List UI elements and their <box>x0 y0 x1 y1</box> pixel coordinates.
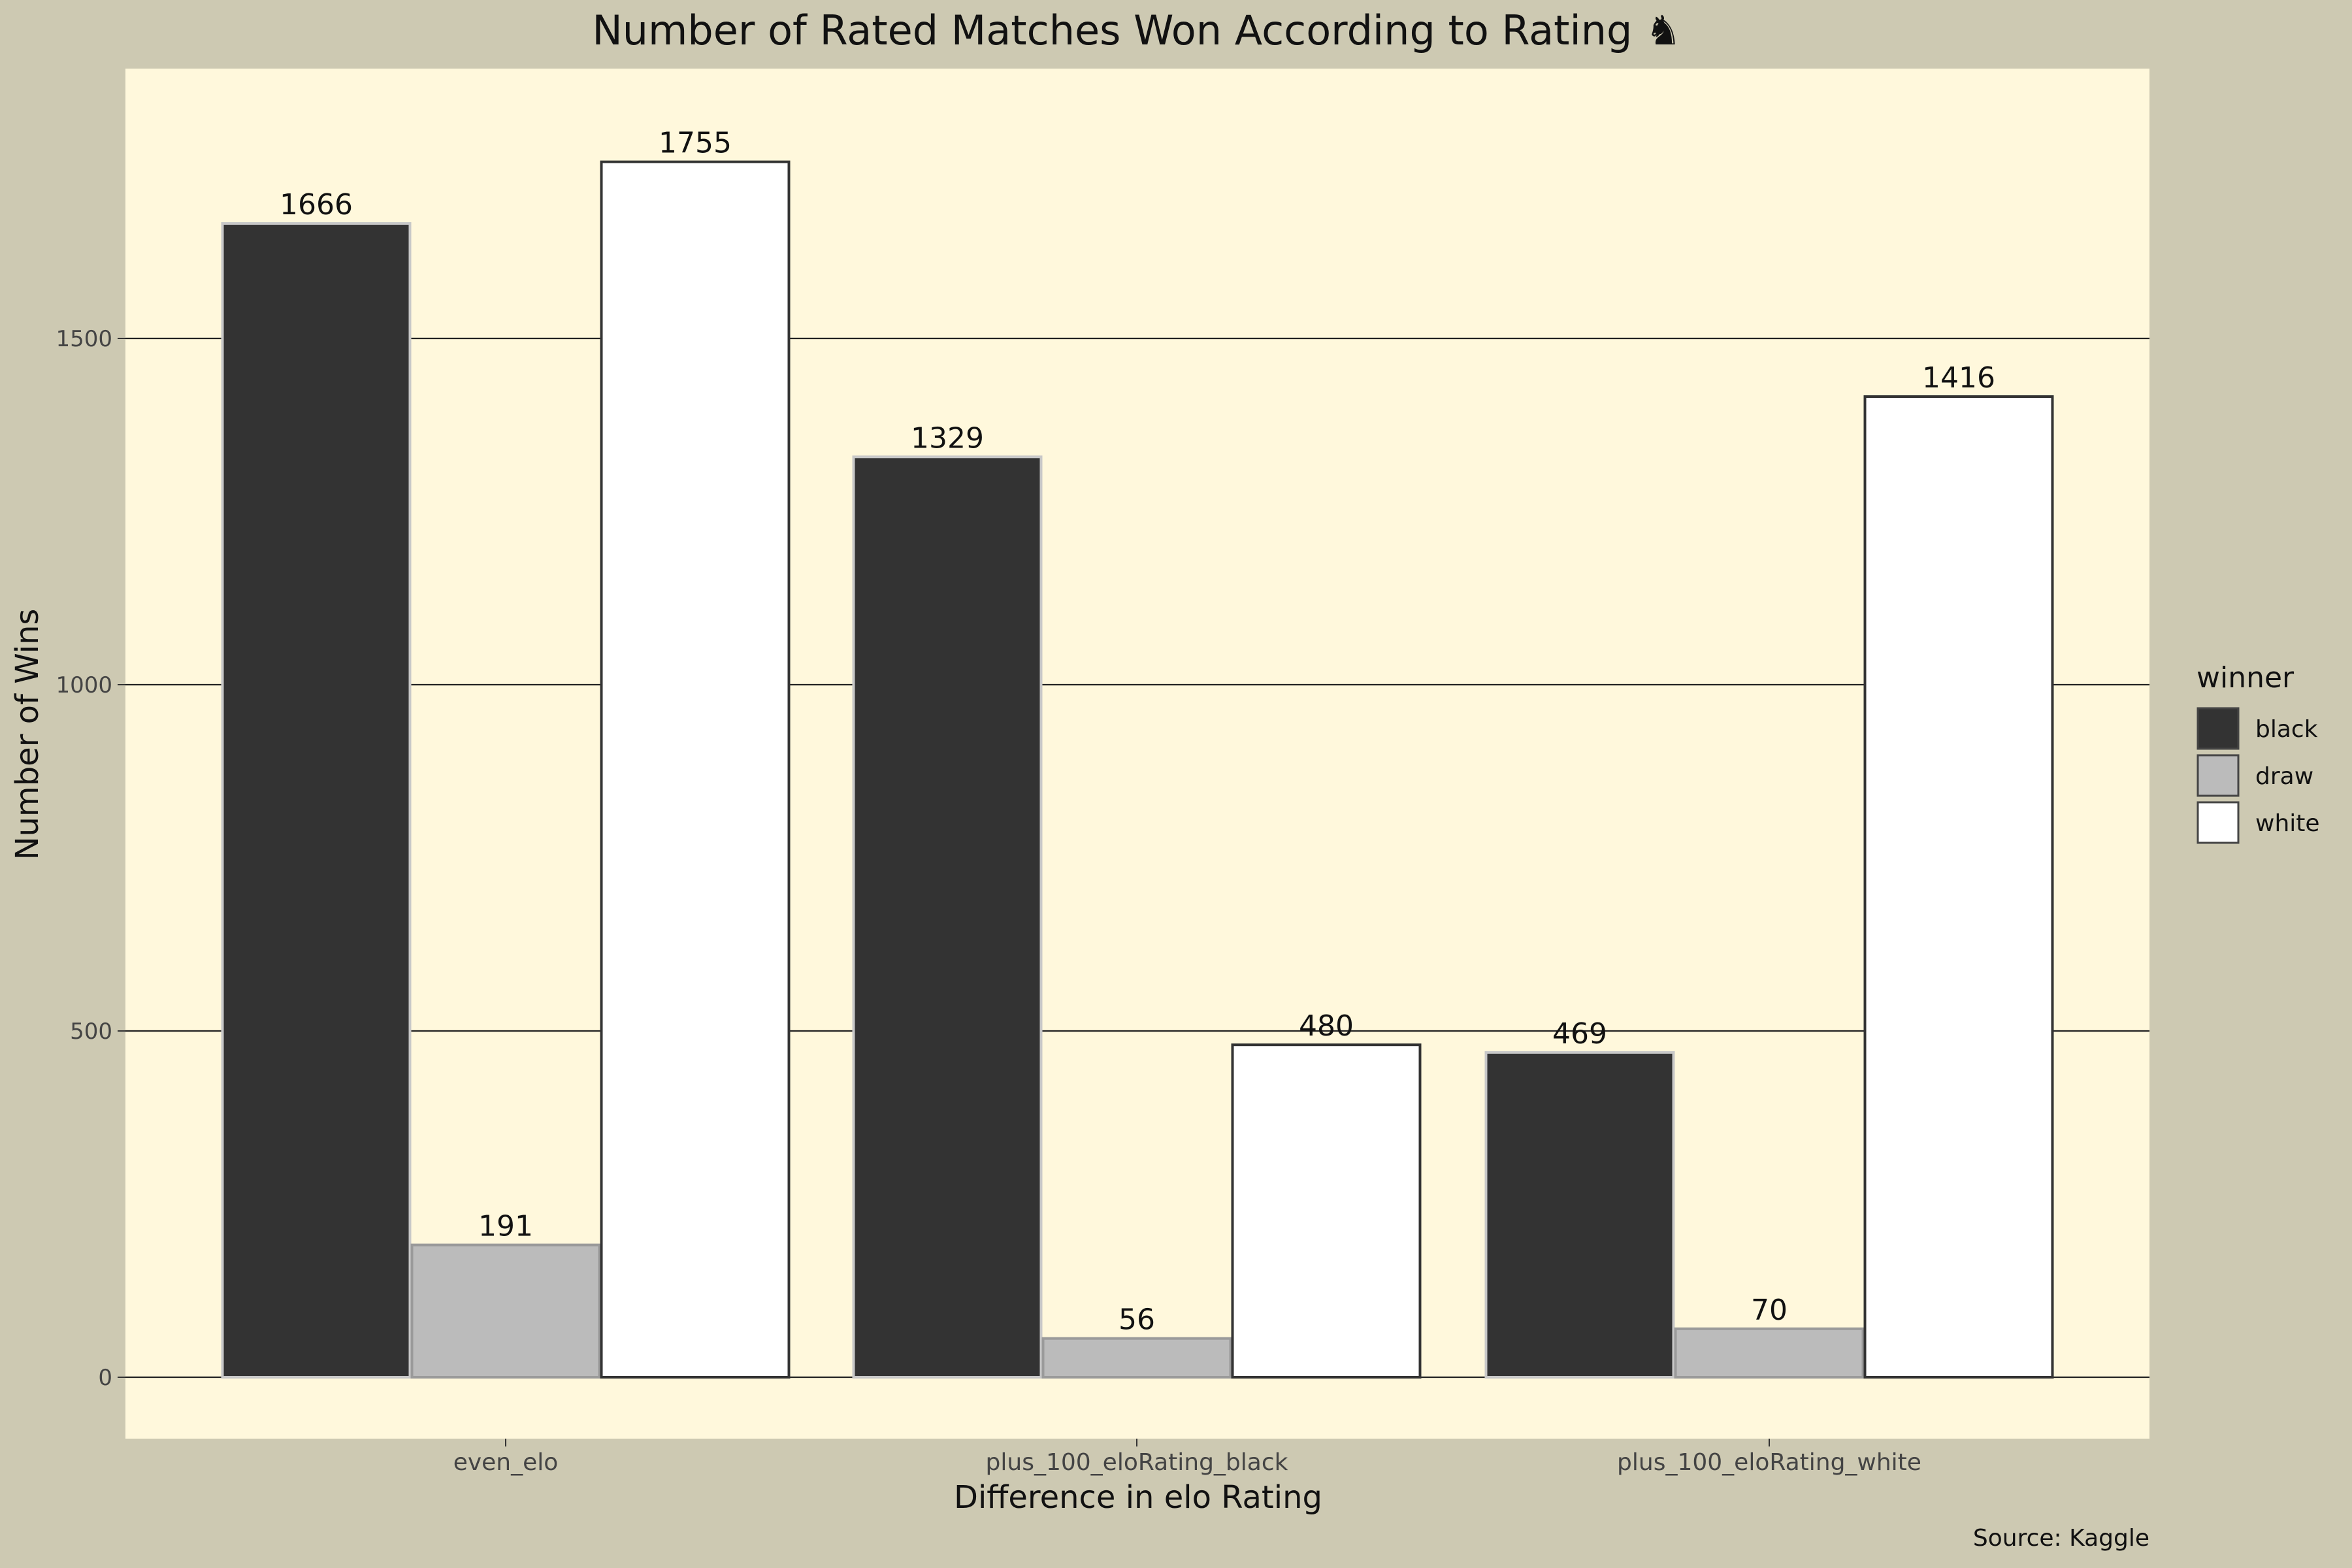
bar-value-label: 1416 <box>1922 361 1995 395</box>
bar-draw <box>1674 1327 1865 1379</box>
bars <box>221 160 2054 1379</box>
legend-label-white: white <box>2255 810 2320 837</box>
bar-value-label: 469 <box>1552 1017 1607 1051</box>
bar-value-label: 1329 <box>911 421 984 455</box>
y-axis-ticks: 0 500 1000 1500 <box>56 326 125 1391</box>
x-tick-label: even_elo <box>453 1449 559 1476</box>
bar-black <box>852 455 1043 1379</box>
legend-label-draw: draw <box>2255 763 2313 790</box>
bar-black <box>221 222 412 1379</box>
bar-value-label: 1755 <box>659 127 732 160</box>
bar-value-label: 191 <box>478 1210 533 1243</box>
bar-black <box>1484 1051 1675 1379</box>
bar-value-label: 480 <box>1299 1009 1354 1043</box>
chart-title: Number of Rated Matches Won According to… <box>592 7 1681 54</box>
y-tick-label: 500 <box>70 1019 112 1045</box>
bar-draw <box>1041 1337 1232 1379</box>
bar-value-label: 56 <box>1119 1303 1155 1337</box>
source-caption: Source: Kaggle <box>1973 1525 2149 1552</box>
bar-draw <box>410 1243 601 1379</box>
legend-title: winner <box>2197 661 2295 694</box>
legend-swatch-draw <box>2197 754 2240 797</box>
data-labels: 1666 191 1755 1329 56 480 469 70 1416 <box>280 127 1995 1337</box>
bar-value-label: 70 <box>1751 1294 1788 1327</box>
y-axis-title: Number of Wins <box>9 609 46 860</box>
x-tick-label: plus_100_eloRating_white <box>1617 1449 1921 1476</box>
legend-label-black: black <box>2255 716 2318 743</box>
x-axis-ticks: even_elo plus_100_eloRating_black plus_100… <box>453 1439 1921 1476</box>
y-tick-label: 1000 <box>56 672 112 698</box>
plot-panel <box>125 69 2149 1439</box>
bar-value-label: 1666 <box>280 188 353 221</box>
y-tick-label: 0 <box>98 1365 112 1391</box>
y-tick-label: 1500 <box>56 326 112 352</box>
legend-swatch-black <box>2197 707 2240 750</box>
x-tick-label: plus_100_eloRating_black <box>986 1449 1288 1476</box>
bar-white <box>600 160 791 1379</box>
x-axis-title: Difference in elo Rating <box>954 1479 1322 1516</box>
bar-white <box>1863 395 2054 1379</box>
bar-white <box>1231 1043 1422 1379</box>
legend-swatch-white <box>2197 801 2240 844</box>
legend: winner black draw white <box>2197 661 2320 844</box>
